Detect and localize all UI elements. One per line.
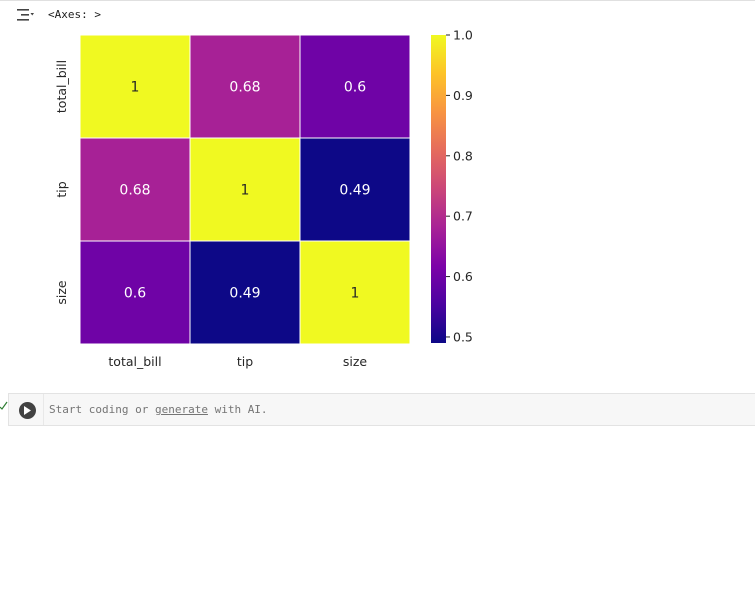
- cell-value-label: 0.68: [119, 183, 150, 199]
- heatmap-cell: [79, 240, 191, 345]
- heatmap-cell: [79, 137, 191, 242]
- code-editor[interactable]: Start coding or generate with AI.: [49, 394, 755, 425]
- cell-value-label: 1: [241, 183, 250, 199]
- top-divider: [0, 0, 755, 1]
- cell-value-label: 0.49: [229, 286, 260, 302]
- heatmap-cell: [79, 34, 191, 139]
- y-tick-label: tip: [54, 181, 69, 197]
- x-tick-label: size: [343, 354, 368, 369]
- colorbar-tick-label: 0.6: [453, 269, 473, 284]
- colorbar-tick-label: 0.5: [453, 329, 473, 344]
- heatmap-chart: 1 0.68 0.60.68 1 0.490.6 0.49 1 total_bill tip s…: [54, 28, 473, 370]
- cell-value-label: 0.49: [339, 183, 370, 199]
- heatmap-cell: [299, 137, 411, 242]
- colorbar-tick-label: 0.7: [453, 209, 473, 224]
- heatmap-cell: [299, 34, 411, 139]
- generate-link[interactable]: generate: [154, 403, 208, 416]
- y-tick-label: size: [54, 280, 69, 305]
- run-cell-button[interactable]: [19, 402, 36, 419]
- y-tick-label: total_bill: [54, 60, 69, 113]
- cell-value-label: 1: [351, 286, 360, 302]
- colorbar-tick-label: 1.0: [453, 28, 473, 43]
- code-cell[interactable]: Start coding or generate with AI.: [8, 393, 755, 426]
- heatmap-cell: [189, 137, 301, 242]
- cell-value-label: 1: [131, 80, 140, 96]
- x-tick-label: total_bill: [108, 354, 161, 369]
- placeholder-suffix: with AI.: [207, 403, 268, 416]
- cell-value-label: 0.6: [124, 286, 146, 302]
- heatmap-cell: [299, 240, 411, 345]
- placeholder-prefix: Start coding or: [49, 403, 155, 416]
- cell-value-label: 0.68: [229, 80, 260, 96]
- output-text: <Axes: >: [48, 8, 101, 21]
- x-tick-label: tip: [237, 354, 253, 369]
- play-icon: [24, 406, 31, 415]
- colorbar: [431, 35, 446, 343]
- colorbar-tick-label: 0.9: [453, 88, 473, 103]
- cell-gutter-divider: [43, 394, 44, 425]
- execution-status-icon: [0, 398, 8, 418]
- colorbar-tick-label: 0.8: [453, 148, 473, 163]
- cell-value-label: 0.6: [344, 80, 366, 96]
- output-toggle-icon[interactable]: [14, 5, 38, 25]
